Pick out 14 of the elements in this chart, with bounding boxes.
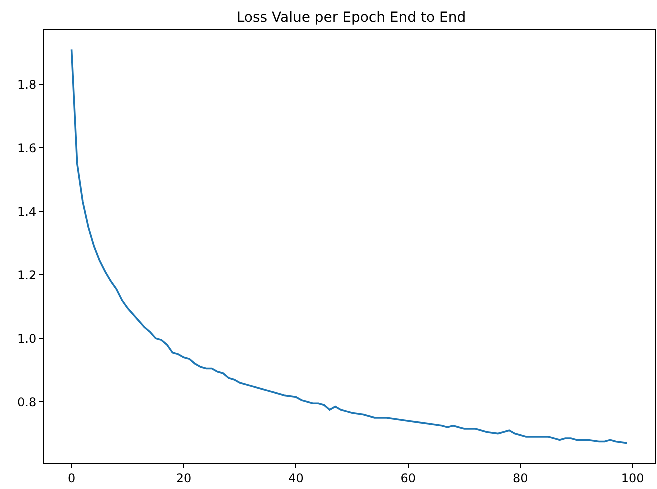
x-tick-label: 100 [621,471,644,486]
y-tick-label: 1.8 [18,78,37,92]
x-tick-label: 20 [176,471,192,486]
x-tick-label: 40 [288,471,304,486]
y-tick-label: 1.6 [18,141,37,156]
x-tick-label: 0 [68,471,76,486]
x-tick-label: 80 [512,471,528,486]
line-series [70,48,628,444]
x-tick-label: 60 [400,471,416,486]
y-tick-label: 0.8 [18,395,37,410]
y-tick-label: 1.4 [18,204,37,219]
y-tick-label: 1.0 [18,332,37,346]
y-tick-label: 1.2 [18,268,37,282]
chart-title: Loss Value per Epoch End to End [236,10,466,26]
